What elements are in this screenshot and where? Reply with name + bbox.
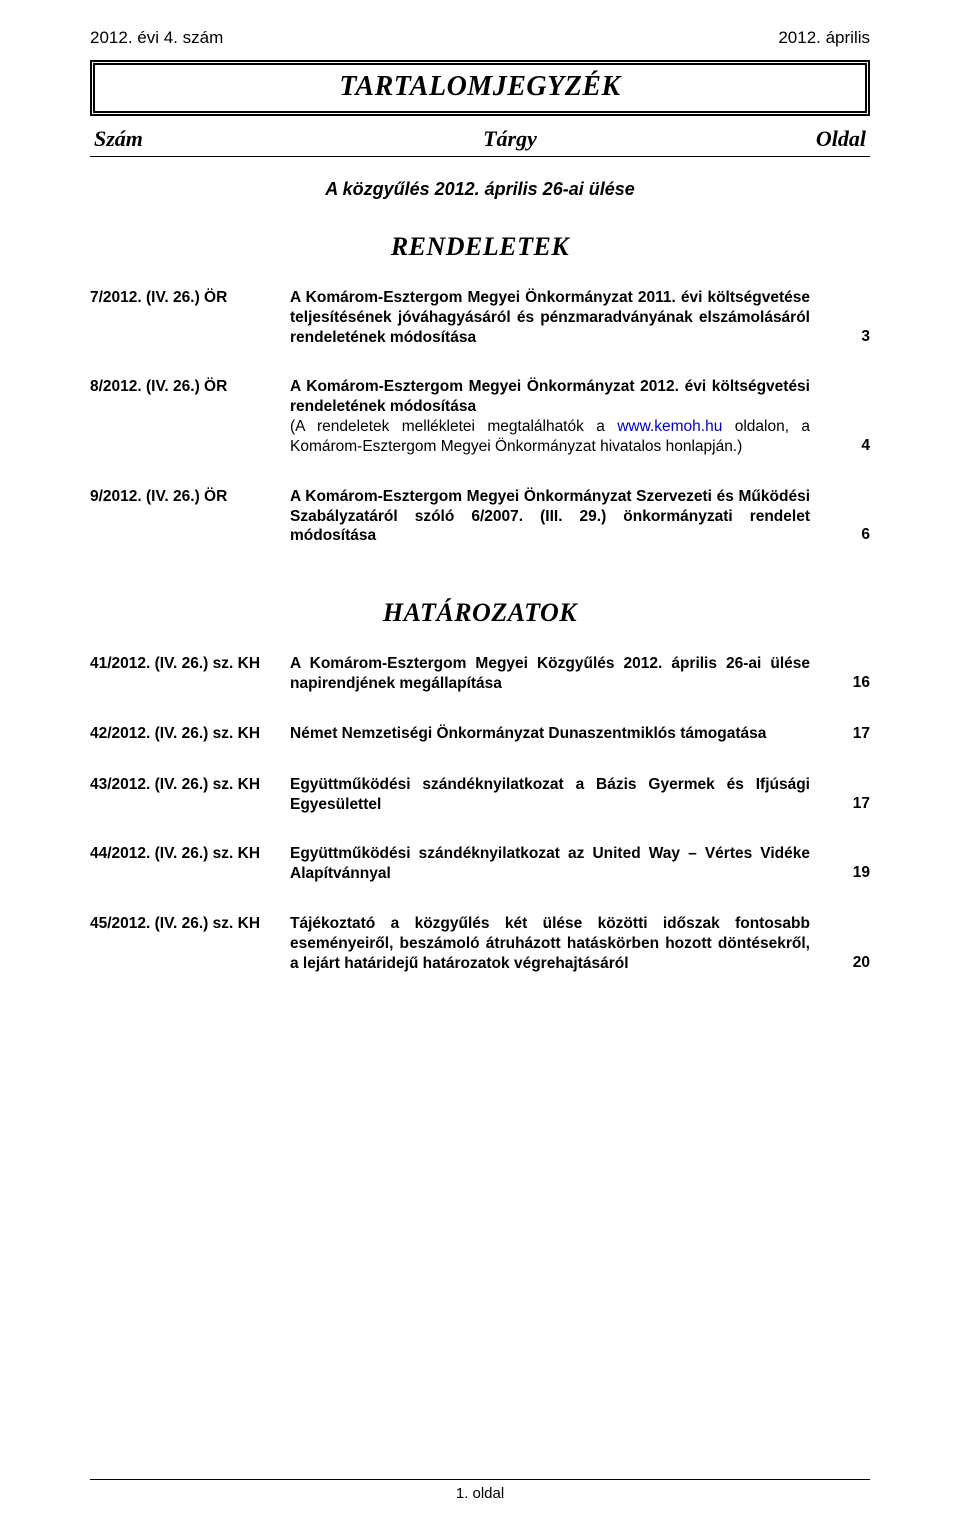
col-head-szam: Szám: [94, 126, 274, 152]
entry-id: 7/2012. (IV. 26.) ÖR: [90, 288, 290, 347]
footer-page-number: 1. oldal: [0, 1485, 960, 1502]
entry-page: 16: [830, 673, 870, 694]
entry-body-text: A Komárom-Esztergom Megyei Önkormányzat …: [290, 378, 810, 415]
entry-page: 19: [830, 863, 870, 884]
entry-page: 20: [830, 953, 870, 974]
entry-id: 41/2012. (IV. 26.) sz. KH: [90, 654, 290, 694]
entry-body: Együttműködési szándéknyilatkozat a Bázi…: [290, 775, 830, 815]
entry-body: A Komárom-Esztergom Megyei Közgyűlés 201…: [290, 654, 830, 694]
session-subtitle: A közgyűlés 2012. április 26-ai ülése: [90, 179, 870, 200]
rendelet-entry: 9/2012. (IV. 26.) ÖR A Komárom-Esztergom…: [90, 487, 870, 546]
entry-page: 6: [830, 525, 870, 546]
hatarozatok-heading: HATÁROZATOK: [90, 598, 870, 628]
column-head-row: Szám Tárgy Oldal: [90, 126, 870, 157]
rendelet-entry: 7/2012. (IV. 26.) ÖR A Komárom-Esztergom…: [90, 288, 870, 347]
page-header: 2012. évi 4. szám 2012. április: [90, 28, 870, 48]
entry-id: 8/2012. (IV. 26.) ÖR: [90, 377, 290, 456]
hatarozat-entry: 44/2012. (IV. 26.) sz. KH Együttműködési…: [90, 844, 870, 884]
hatarozat-entry: 45/2012. (IV. 26.) sz. KH Tájékoztató a …: [90, 914, 870, 973]
entry-page: 3: [830, 327, 870, 348]
entry-page: 17: [830, 724, 870, 745]
col-head-oldal: Oldal: [746, 126, 866, 152]
main-title: TARTALOMJEGYZÉK: [97, 71, 863, 103]
header-left: 2012. évi 4. szám: [90, 28, 223, 48]
rendeletek-heading: RENDELETEK: [90, 232, 870, 262]
entry-body: Német Nemzetiségi Önkormányzat Dunaszent…: [290, 724, 830, 745]
hatarozat-entry: 43/2012. (IV. 26.) sz. KH Együttműködési…: [90, 775, 870, 815]
hatarozat-entry: 41/2012. (IV. 26.) sz. KH A Komárom-Eszt…: [90, 654, 870, 694]
entry-id: 44/2012. (IV. 26.) sz. KH: [90, 844, 290, 884]
entry-link[interactable]: www.kemoh.hu: [617, 418, 722, 435]
entry-id: 45/2012. (IV. 26.) sz. KH: [90, 914, 290, 973]
title-box: TARTALOMJEGYZÉK: [90, 60, 870, 116]
header-right: 2012. április: [778, 28, 870, 48]
entry-body: A Komárom-Esztergom Megyei Önkormányzat …: [290, 487, 830, 546]
col-head-targy: Tárgy: [274, 126, 746, 152]
entry-id: 42/2012. (IV. 26.) sz. KH: [90, 724, 290, 745]
entry-body: Tájékoztató a közgyűlés két ülése között…: [290, 914, 830, 973]
entry-body: A Komárom-Esztergom Megyei Önkormányzat …: [290, 288, 830, 347]
entry-note-pre: (A rendeletek mellékletei megtalálhatók …: [290, 418, 617, 435]
hatarozat-entry: 42/2012. (IV. 26.) sz. KH Német Nemzetis…: [90, 724, 870, 745]
entry-body: Együttműködési szándéknyilatkozat az Uni…: [290, 844, 830, 884]
rendelet-entry: 8/2012. (IV. 26.) ÖR A Komárom-Esztergom…: [90, 377, 870, 456]
entry-id: 9/2012. (IV. 26.) ÖR: [90, 487, 290, 546]
entry-page: 4: [830, 436, 870, 457]
entry-id: 43/2012. (IV. 26.) sz. KH: [90, 775, 290, 815]
entry-body: A Komárom-Esztergom Megyei Önkormányzat …: [290, 377, 830, 456]
footer-rule: [90, 1479, 870, 1480]
entry-page: 17: [830, 794, 870, 815]
